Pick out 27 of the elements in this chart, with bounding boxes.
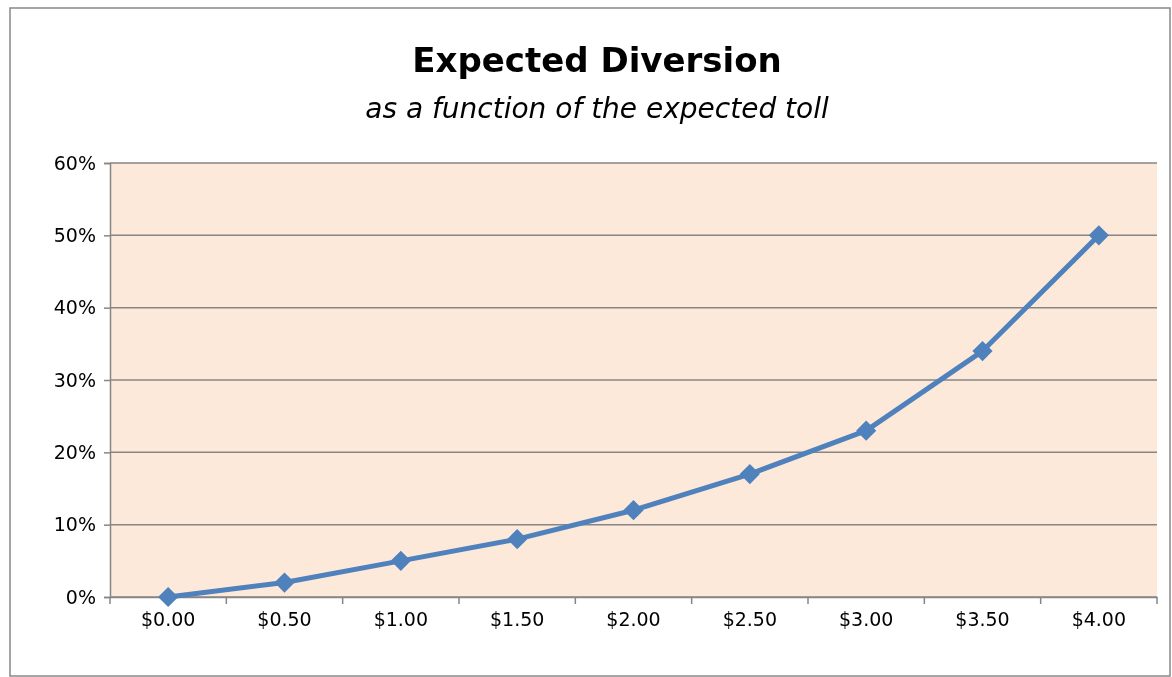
x-tick-label: $2.50	[722, 608, 778, 631]
x-tick-label: $2.00	[606, 608, 661, 631]
x-tick-label: $1.50	[489, 608, 545, 631]
point	[856, 420, 877, 441]
chart-title: Expected Diversion	[412, 40, 782, 80]
y-tick-label: 40%	[53, 296, 96, 319]
y-tick-label: 0%	[65, 585, 96, 608]
point	[972, 340, 993, 362]
y-tick-label: 10%	[53, 513, 96, 536]
x-tick-label: $3.00	[838, 608, 894, 631]
chart-subtitle: as a function of the expected toll	[365, 92, 829, 125]
point	[507, 529, 528, 550]
point	[390, 550, 411, 571]
point	[623, 500, 644, 521]
x-tick-label: $0.00	[140, 608, 196, 631]
point	[274, 572, 295, 593]
point	[739, 463, 760, 485]
y-tick-label: 20%	[53, 440, 96, 463]
x-tick-label: $3.50	[955, 608, 1010, 631]
x-tick-label: $1.00	[373, 608, 429, 631]
y-tick-label: 50%	[53, 223, 96, 246]
x-tick-label: $0.50	[257, 608, 312, 631]
point	[1088, 225, 1109, 246]
x-tick-label: $4.00	[1071, 608, 1127, 631]
point	[158, 586, 179, 608]
y-tick-label: 30%	[53, 368, 96, 391]
y-tick-label: 60%	[53, 151, 96, 174]
